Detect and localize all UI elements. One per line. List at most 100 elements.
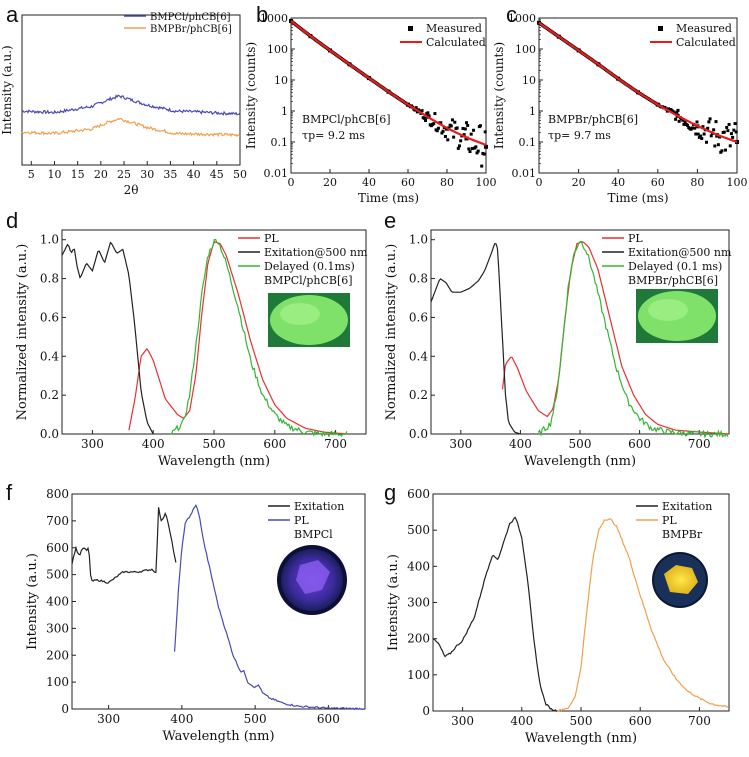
scatter-point (439, 121, 443, 125)
scatter-point (716, 143, 720, 147)
x-tick-label: 500 (244, 712, 267, 726)
scatter-point (482, 152, 486, 156)
scatter-point (474, 145, 478, 149)
scatter-point (682, 122, 686, 126)
series-line-e-1 (430, 243, 521, 435)
scatter-point (727, 122, 731, 126)
scatter-point (683, 120, 687, 124)
scatter-point (677, 119, 681, 123)
y-tick-label: 0.6 (409, 310, 428, 324)
scatter-point (701, 125, 705, 129)
scatter-point (440, 131, 444, 135)
scatter-point (463, 127, 467, 131)
x-tick-label: 0 (288, 176, 295, 189)
x-tick-label: 400 (170, 712, 193, 726)
x-tick-label: 20 (94, 168, 108, 181)
y-axis-label: Intensity (counts) (244, 42, 258, 149)
scatter-point (453, 120, 457, 124)
scatter-point (470, 147, 474, 151)
y-axis-label: Normalized intensity (a.u.) (15, 244, 30, 421)
scatter-point (733, 122, 737, 126)
inset-photo-yellow-g (652, 552, 708, 608)
y-tick-label: 1000 (260, 12, 288, 25)
legend-label: PL (662, 514, 677, 527)
series-line-b-1 (290, 20, 487, 147)
scatter-point (714, 120, 718, 124)
x-tick-label: 80 (440, 176, 454, 189)
y-tick-label: 10 (274, 74, 288, 87)
scatter-point (734, 130, 738, 134)
annotation: τp= 9.7 ms (548, 129, 611, 142)
scatter-point (475, 151, 479, 155)
x-tick-label: 300 (451, 714, 474, 728)
legend-label: Calculated (426, 36, 486, 49)
x-tick-label: 700 (688, 437, 711, 451)
x-tick-label: 500 (570, 714, 593, 728)
x-axis-label: Wavelength (nm) (158, 454, 270, 469)
scatter-point (446, 138, 450, 142)
scatter-point (422, 116, 426, 120)
y-tick-label: 400 (46, 595, 69, 609)
y-tick-label: 0.6 (40, 310, 59, 324)
legend-label: PL (628, 232, 643, 245)
scatter-point (465, 121, 468, 125)
x-tick-label: 40 (362, 176, 376, 189)
panel-label-g: g (384, 480, 396, 505)
scatter-point (696, 132, 700, 136)
scatter-point (455, 126, 459, 130)
scatter-point (700, 136, 704, 140)
x-axis-label: 2θ (124, 183, 139, 197)
y-tick-label: 600 (407, 487, 430, 501)
x-axis-label: Time (ms) (607, 191, 668, 205)
chart-b: 0 20 40 60 80 100 0.01 0.1 1 10 100 1000 Time (ms) In… (244, 12, 497, 205)
x-axis-label: Time (ms) (358, 191, 419, 205)
legend-label: PL (264, 232, 279, 245)
scatter-point (702, 132, 706, 136)
y-tick-label: 1.0 (409, 233, 428, 247)
legend-label: BMPCl/phCB[6] (150, 12, 231, 23)
annotation: BMPBr (662, 528, 703, 541)
x-tick-label: 20 (572, 176, 586, 189)
y-axis-label: Intensity (a.u.) (25, 553, 40, 650)
y-tick-label: 800 (46, 487, 69, 501)
y-tick-label: 1.0 (40, 233, 59, 247)
scatter-point (706, 126, 710, 130)
annotation: BMPBr/phCB[6] (628, 274, 718, 287)
legend-label: Delayed (0.1ms) (264, 260, 355, 273)
scatter-point (690, 126, 694, 130)
scatter-point (707, 120, 711, 124)
scatter-point (712, 128, 716, 132)
scatter-point (718, 135, 722, 139)
scatter-point (729, 132, 733, 136)
data-point (484, 144, 488, 149)
scatter-point (728, 144, 732, 148)
scatter-point (450, 118, 454, 122)
legend-label: Measured (676, 22, 732, 35)
panel-label-a: a (6, 2, 19, 27)
y-tick-label: 300 (407, 596, 430, 610)
x-tick-label: 300 (81, 437, 104, 451)
plot-frame-b (290, 17, 487, 174)
scatter-point (681, 118, 685, 122)
x-tick-label: 30 (140, 168, 154, 181)
x-tick-label: 400 (509, 437, 532, 451)
x-tick-label: 600 (629, 714, 652, 728)
panel-label-b: b (256, 2, 268, 27)
scatter-point (705, 140, 709, 144)
legend-swatch (408, 26, 413, 31)
y-tick-label: 700 (46, 514, 69, 528)
x-tick-label: 10 (47, 168, 61, 181)
scatter-point (424, 119, 428, 123)
scatter-point (432, 122, 436, 126)
y-tick-label: 0.01 (512, 167, 537, 180)
x-tick-label: 0 (536, 176, 543, 189)
scatter-point (435, 129, 439, 133)
x-tick-label: 50 (233, 168, 247, 181)
inset-photo-green-e (636, 289, 718, 343)
y-tick-label: 0.0 (409, 427, 428, 441)
legend-label: Exitation (662, 500, 712, 513)
x-tick-label: 45 (210, 168, 224, 181)
legend-label: BMPBr/phCB[6] (150, 24, 232, 35)
y-tick-label: 0.8 (409, 272, 428, 286)
scatter-point (466, 123, 470, 127)
